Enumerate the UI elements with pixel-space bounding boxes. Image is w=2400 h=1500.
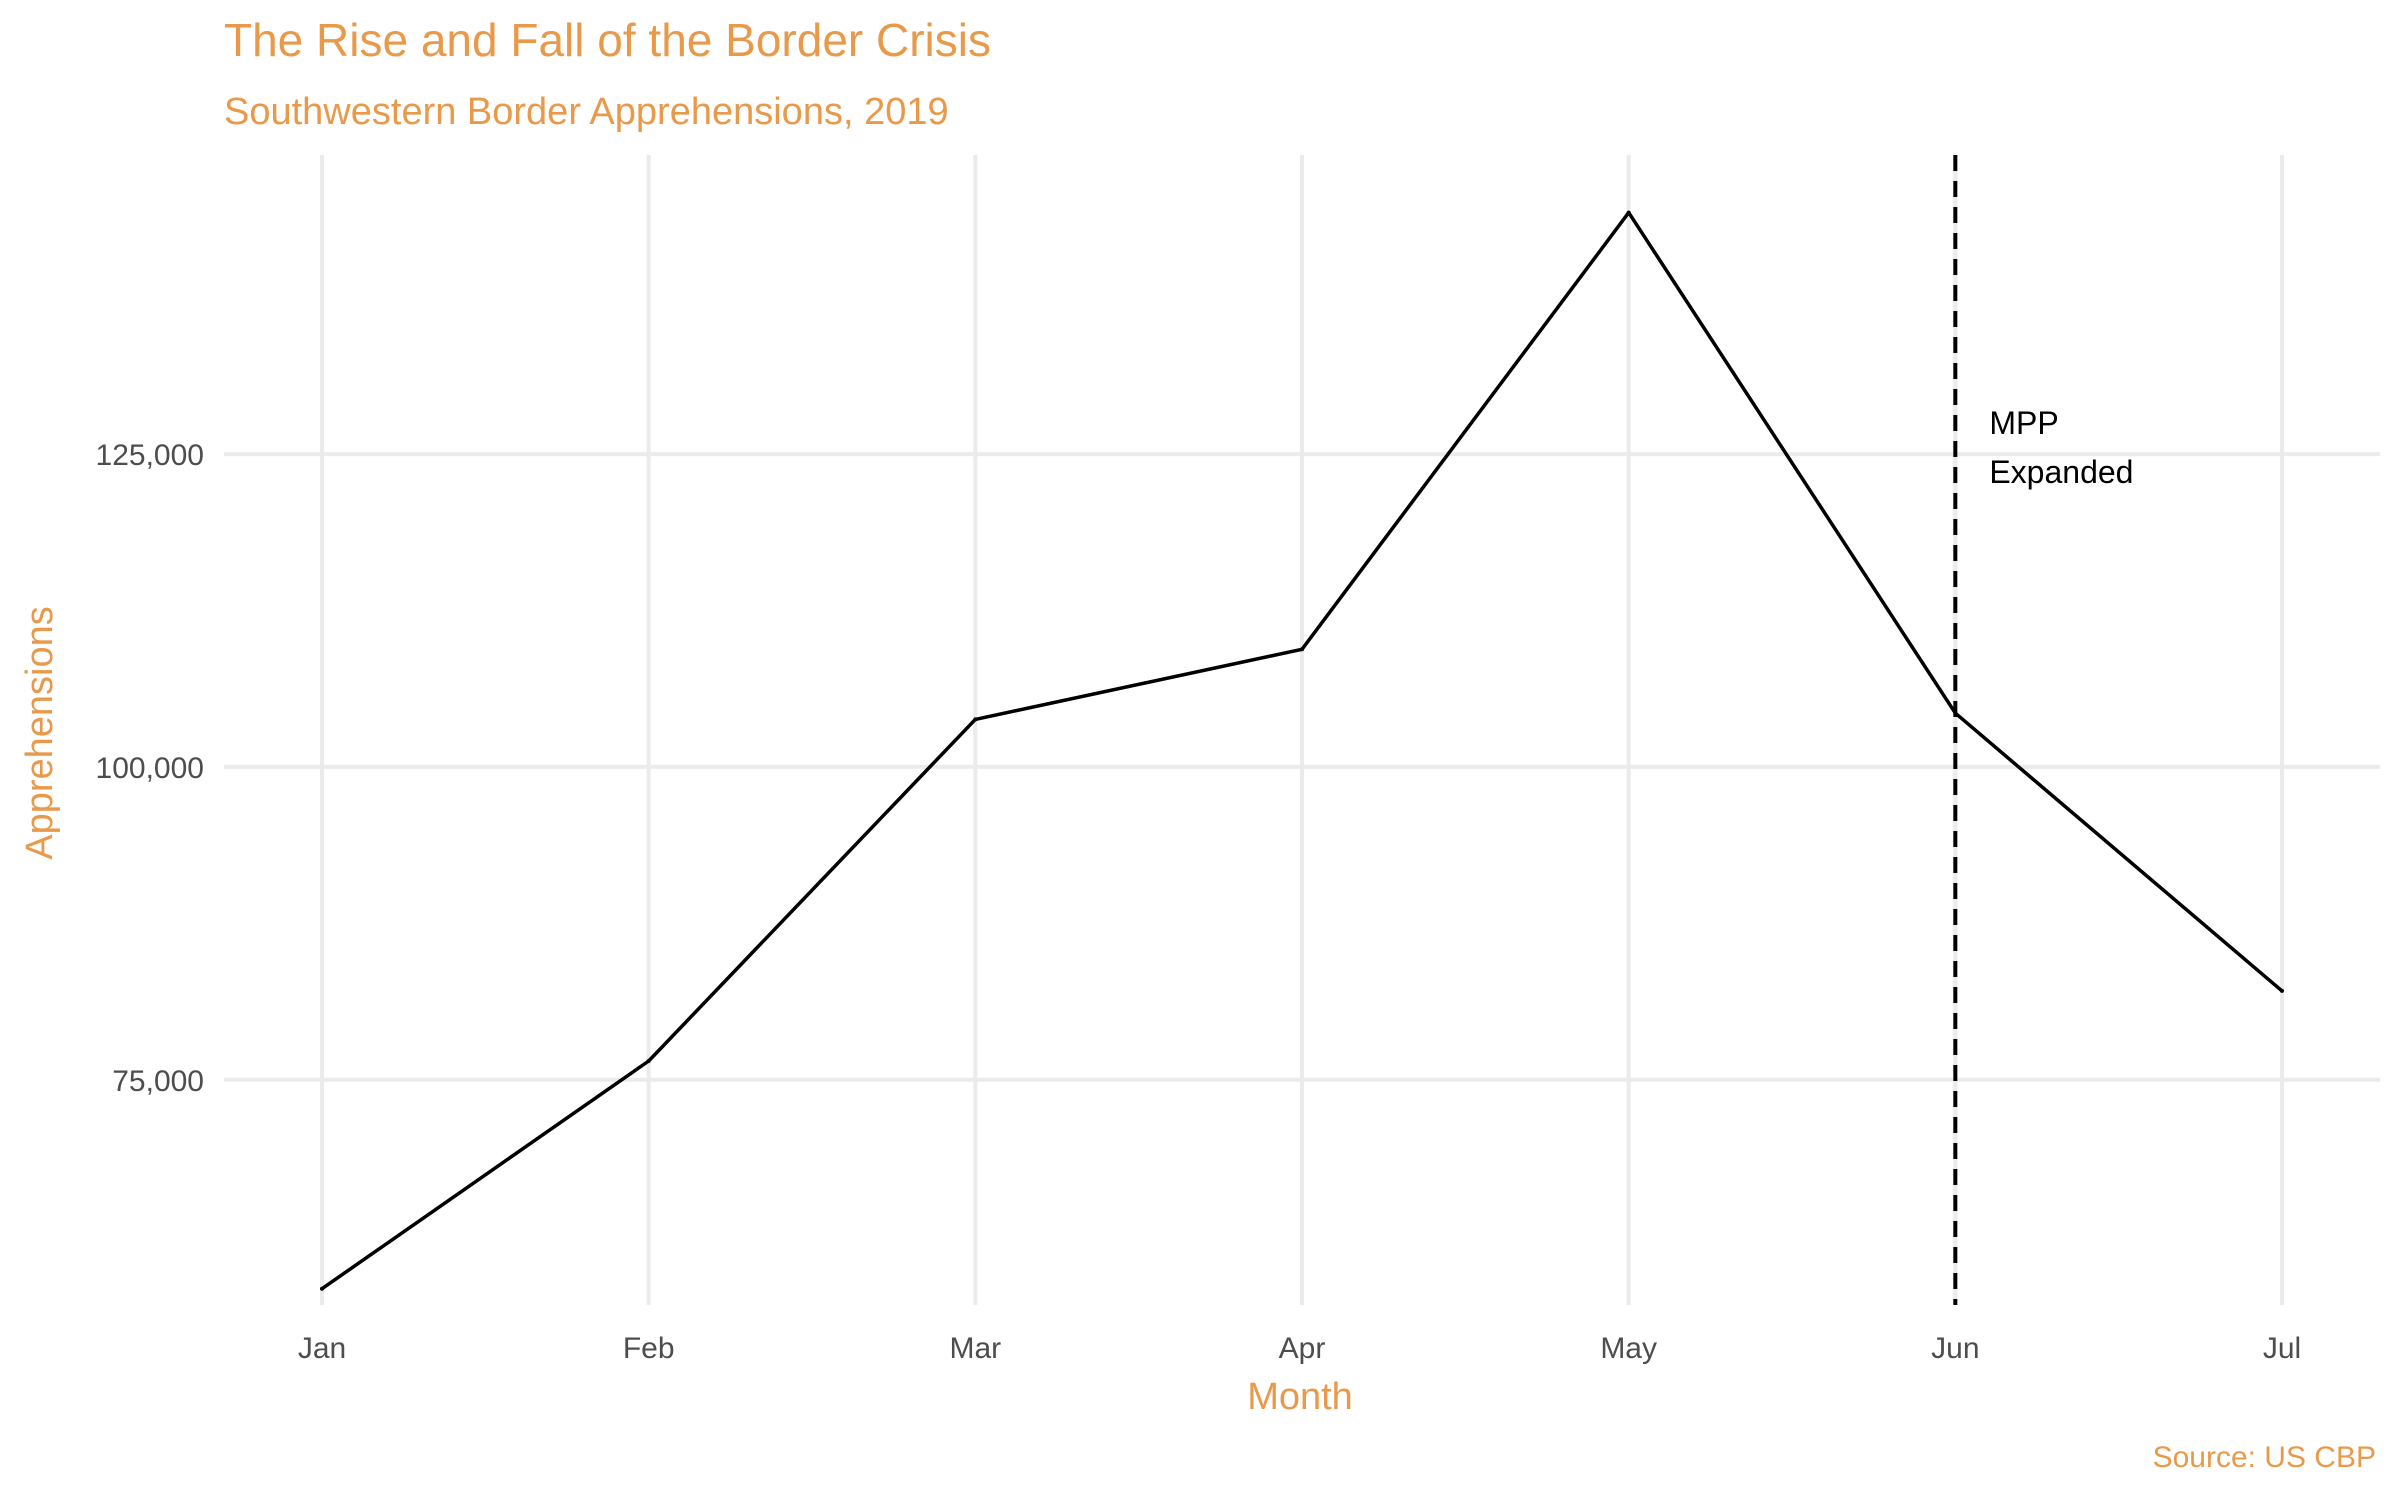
series-layer <box>320 210 2284 1291</box>
chart-caption: Source: US CBP <box>2153 1441 2376 1474</box>
y-tick-label: 75,000 <box>112 1065 204 1098</box>
annotation-layer: MPP Expanded <box>1953 155 2133 1305</box>
x-tick-label: May <box>1600 1332 1657 1365</box>
y-tick-label: 100,000 <box>96 752 204 785</box>
axis-layer: 75,000 100,000 125,000 Jan Feb Mar Apr May Jun Ju… <box>96 439 2302 1365</box>
annotation-label: Expanded <box>1989 454 2133 490</box>
data-point <box>2280 988 2284 993</box>
data-point <box>320 1286 324 1291</box>
x-tick-label: Jan <box>298 1332 346 1365</box>
y-axis-title: Apprehensions <box>19 606 61 860</box>
x-tick-label: Mar <box>949 1332 1001 1365</box>
data-point <box>1300 647 1304 652</box>
x-tick-label: Jun <box>1931 1332 1979 1365</box>
annotation-label: MPP <box>1989 405 2058 441</box>
data-point <box>1953 711 1958 716</box>
data-point <box>973 717 978 722</box>
data-point <box>646 1058 651 1063</box>
chart-title: The Rise and Fall of the Border Crisis <box>224 14 991 66</box>
chart-subtitle: Southwestern Border Apprehensions, 2019 <box>224 91 949 133</box>
x-tick-label: Jul <box>2263 1332 2301 1365</box>
y-tick-label: 125,000 <box>96 439 204 472</box>
x-tick-label: Feb <box>623 1332 675 1365</box>
x-axis-title: Month <box>1247 1376 1353 1418</box>
x-tick-label: Apr <box>1279 1332 1326 1365</box>
data-point <box>1626 210 1631 215</box>
